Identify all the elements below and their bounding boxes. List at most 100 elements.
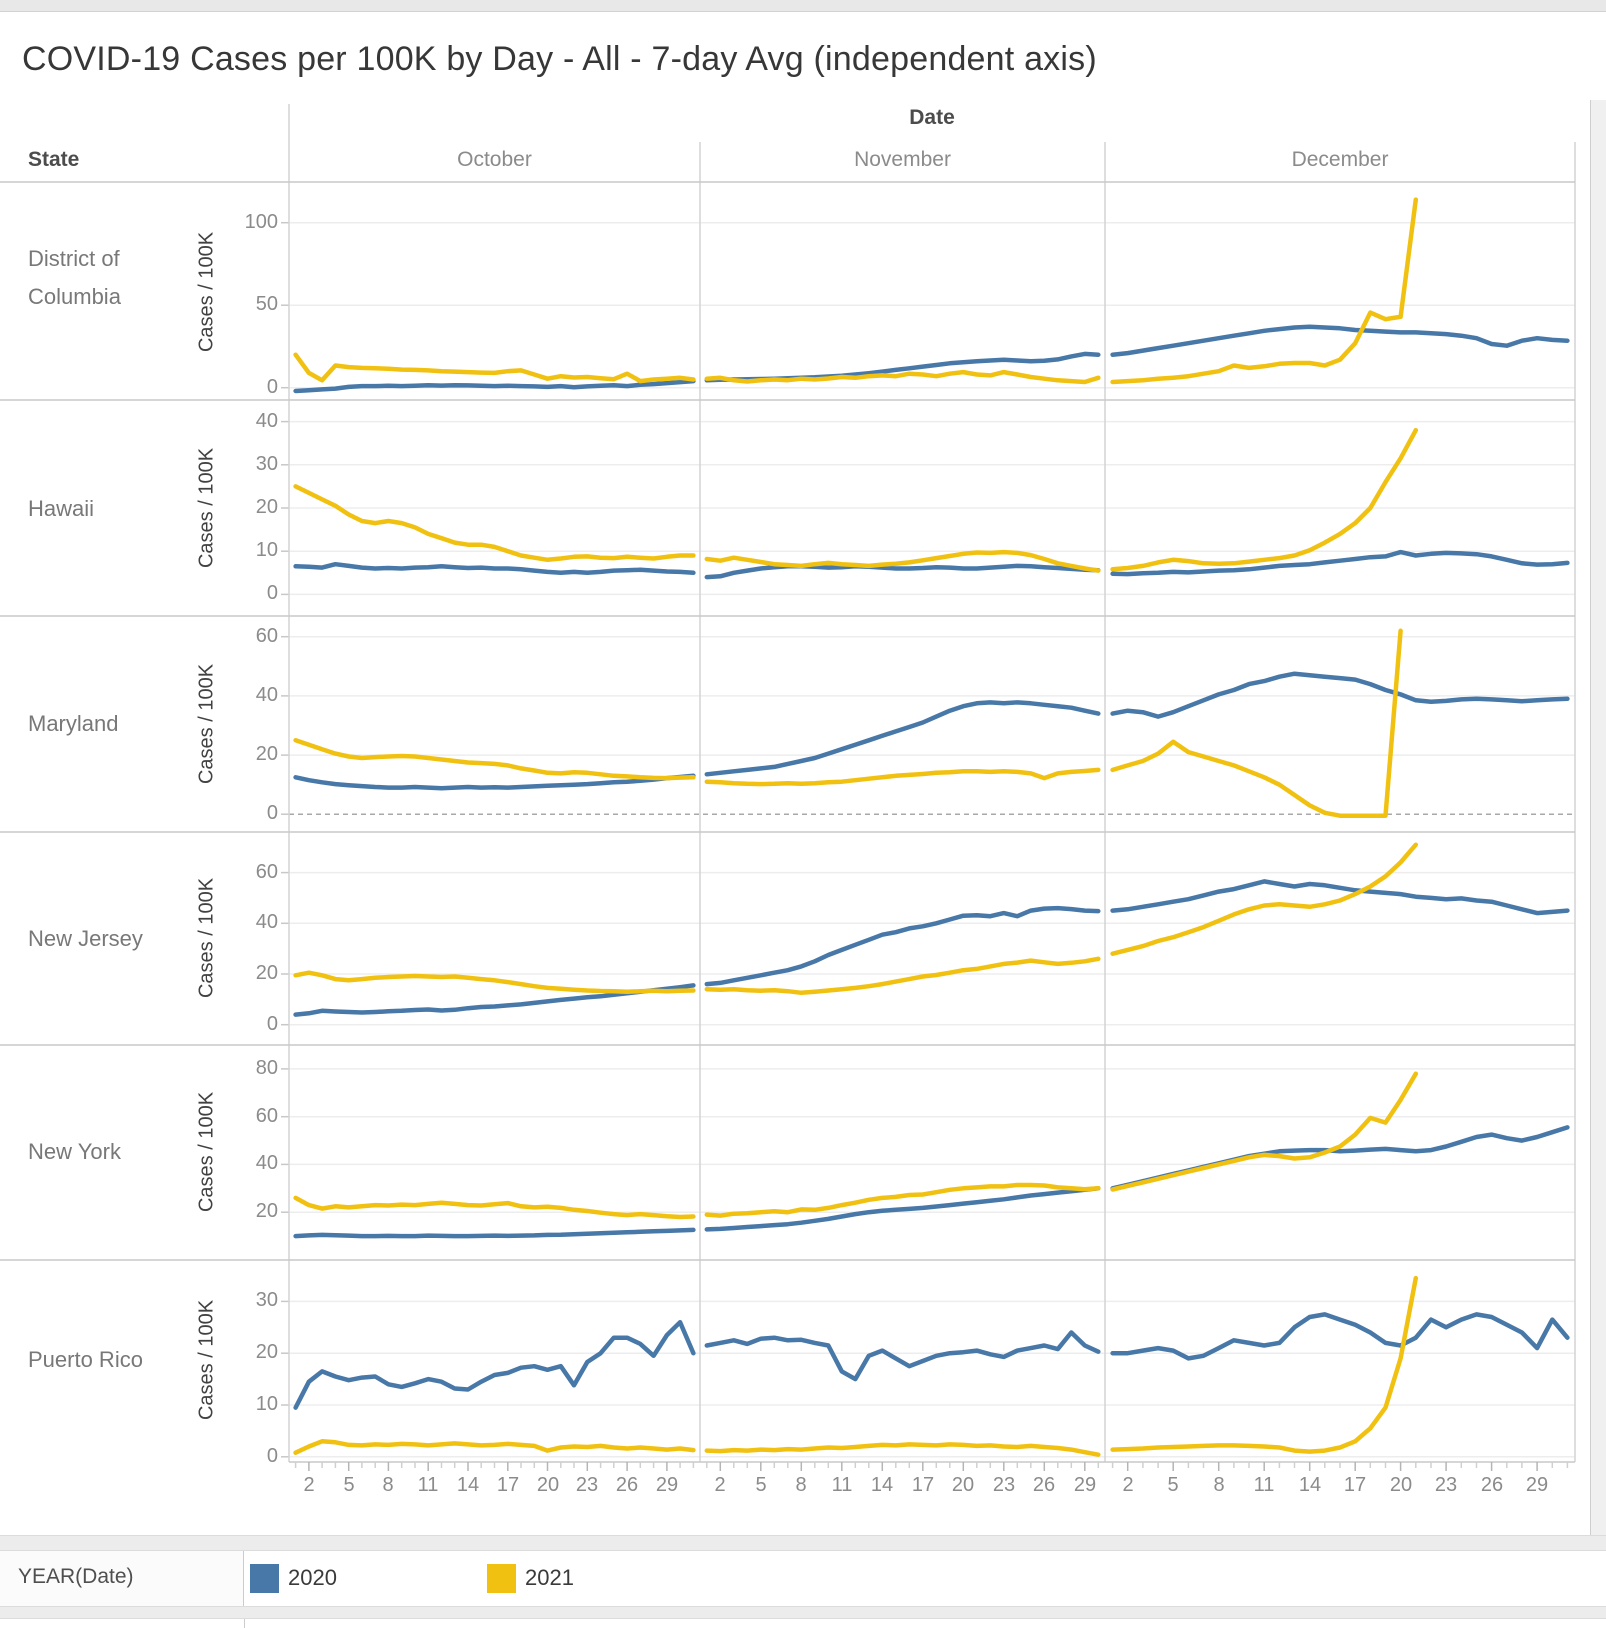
x-tick-label: 11 [1253, 1474, 1275, 1496]
series-line-2020-new-jersey-november[interactable] [704, 905, 1101, 987]
y-tick-label: 0 [266, 1445, 278, 1467]
y-tick-label: 10 [255, 1393, 278, 1415]
series-line-2020-district-of-columbia-october[interactable] [293, 378, 696, 394]
legend-swatch-2021[interactable] [487, 1564, 516, 1593]
state-label-new-jersey: New Jersey [28, 926, 143, 951]
y-tick-label: 60 [255, 625, 278, 647]
y-tick-label: 20 [255, 962, 278, 984]
x-tick-label: 17 [496, 1474, 520, 1496]
series-line-2020-new-york-december[interactable] [1110, 1125, 1570, 1191]
y-tick-label: 20 [255, 1200, 278, 1222]
x-tick-label: 2 [714, 1474, 726, 1496]
x-tick-label: 2 [1122, 1474, 1134, 1496]
x-tick-label: 26 [1480, 1474, 1504, 1496]
x-tick-label: 23 [992, 1474, 1016, 1496]
series-line-2020-maryland-december[interactable] [1110, 671, 1570, 719]
y-tick-label: 40 [255, 911, 278, 933]
series-line-2021-maryland-november[interactable] [704, 767, 1101, 787]
series-line-2021-hawaii-december[interactable] [1110, 427, 1419, 572]
series-line-2021-new-jersey-november[interactable] [704, 956, 1101, 996]
y-tick-label: 10 [255, 539, 278, 561]
y-tick-label: 20 [255, 1341, 278, 1363]
series-line-2020-maryland-october[interactable] [293, 773, 696, 791]
x-tick-label: 14 [456, 1474, 480, 1496]
y-tick-label: 40 [255, 410, 278, 432]
series-line-2020-new-york-november[interactable] [704, 1186, 1101, 1232]
x-tick-label: 14 [870, 1474, 894, 1496]
window-chrome-strip [0, 0, 1606, 12]
series-line-2021-hawaii-october[interactable] [293, 484, 696, 563]
month-label-december: December [1291, 148, 1389, 171]
y-tick-label: 0 [266, 582, 278, 604]
date-axis-header: Date [909, 106, 955, 129]
state-column-header: State [28, 148, 80, 171]
y-tick-label: 80 [255, 1057, 278, 1079]
x-tick-label: 26 [615, 1474, 639, 1496]
legend-swatch-2020[interactable] [250, 1564, 279, 1593]
state-label-district-of-columbia: District of Columbia [28, 240, 121, 316]
x-tick-label: 5 [343, 1474, 355, 1496]
filter-shelf-edge [0, 1619, 1606, 1628]
series-line-2021-district-of-columbia-october[interactable] [293, 352, 696, 384]
series-line-2021-maryland-december[interactable] [1110, 628, 1403, 818]
y-tick-label: 0 [266, 802, 278, 824]
series-line-2021-puerto-rico-december[interactable] [1110, 1275, 1419, 1454]
series-line-2021-new-jersey-december[interactable] [1110, 842, 1419, 956]
series-line-2020-new-jersey-december[interactable] [1110, 879, 1570, 916]
x-tick-label: 17 [1343, 1474, 1367, 1496]
x-tick-label: 29 [655, 1474, 679, 1496]
legend-item-2020[interactable]: 2020 [250, 1551, 470, 1606]
x-tick-label: 20 [951, 1474, 975, 1496]
series-line-2021-maryland-october[interactable] [293, 738, 696, 781]
series-line-2020-new-york-october[interactable] [293, 1227, 696, 1239]
x-tick-label: 5 [1167, 1474, 1179, 1496]
series-line-2021-district-of-columbia-december[interactable] [1110, 197, 1419, 385]
series-line-2020-hawaii-october[interactable] [293, 561, 696, 576]
state-label-line: Columbia [28, 284, 121, 309]
y-tick-label: 60 [255, 1105, 278, 1127]
x-tick-label: 20 [1389, 1474, 1413, 1496]
x-tick-label: 5 [755, 1474, 767, 1496]
y-tick-label: 40 [255, 1152, 278, 1174]
legend-title-cell: YEAR(Date) [0, 1551, 244, 1606]
state-label-puerto-rico: Puerto Rico [28, 1347, 143, 1372]
series-line-2021-new-york-december[interactable] [1110, 1071, 1419, 1192]
series-line-2021-hawaii-november[interactable] [704, 549, 1101, 573]
series-line-2021-new-york-november[interactable] [704, 1182, 1101, 1218]
x-tick-label: 11 [417, 1474, 439, 1496]
series-line-2020-puerto-rico-november[interactable] [704, 1330, 1101, 1382]
series-line-2020-puerto-rico-october[interactable] [293, 1319, 696, 1410]
state-label-maryland: Maryland [28, 711, 119, 736]
series-line-2020-puerto-rico-december[interactable] [1110, 1312, 1570, 1361]
series-line-2021-new-jersey-october[interactable] [293, 970, 696, 995]
series-line-2020-district-of-columbia-december[interactable] [1110, 324, 1570, 357]
series-line-2021-puerto-rico-november[interactable] [704, 1442, 1101, 1457]
x-tick-label: 17 [911, 1474, 935, 1496]
y-tick-label: 60 [255, 861, 278, 883]
x-tick-label: 29 [1525, 1474, 1549, 1496]
series-line-2021-puerto-rico-october[interactable] [293, 1439, 696, 1455]
x-tick-label: 23 [1434, 1474, 1458, 1496]
x-tick-label: 14 [1298, 1474, 1322, 1496]
series-line-2021-new-york-october[interactable] [293, 1195, 696, 1220]
x-tick-label: 23 [575, 1474, 599, 1496]
x-tick-label: 8 [795, 1474, 807, 1496]
series-line-2020-hawaii-december[interactable] [1110, 549, 1570, 577]
scrollbar[interactable] [1590, 100, 1606, 1628]
legend-item-2021[interactable]: 2021 [487, 1551, 707, 1606]
y-tick-label: 30 [255, 1289, 278, 1311]
x-tick-label: 20 [536, 1474, 560, 1496]
separator-band [0, 1535, 1606, 1551]
legend-label-2021: 2021 [525, 1565, 574, 1590]
x-tick-label: 26 [1032, 1474, 1056, 1496]
chart-title: COVID-19 Cases per 100K by Day - All - 7… [22, 40, 1097, 78]
month-label-november: November [854, 148, 951, 171]
series-line-2020-maryland-november[interactable] [704, 700, 1101, 777]
y-tick-label: 20 [255, 743, 278, 765]
series-line-2021-district-of-columbia-november[interactable] [704, 369, 1101, 385]
series-line-2020-hawaii-november[interactable] [704, 563, 1101, 580]
month-label-october: October [457, 148, 532, 171]
x-tick-label: 2 [303, 1474, 315, 1496]
